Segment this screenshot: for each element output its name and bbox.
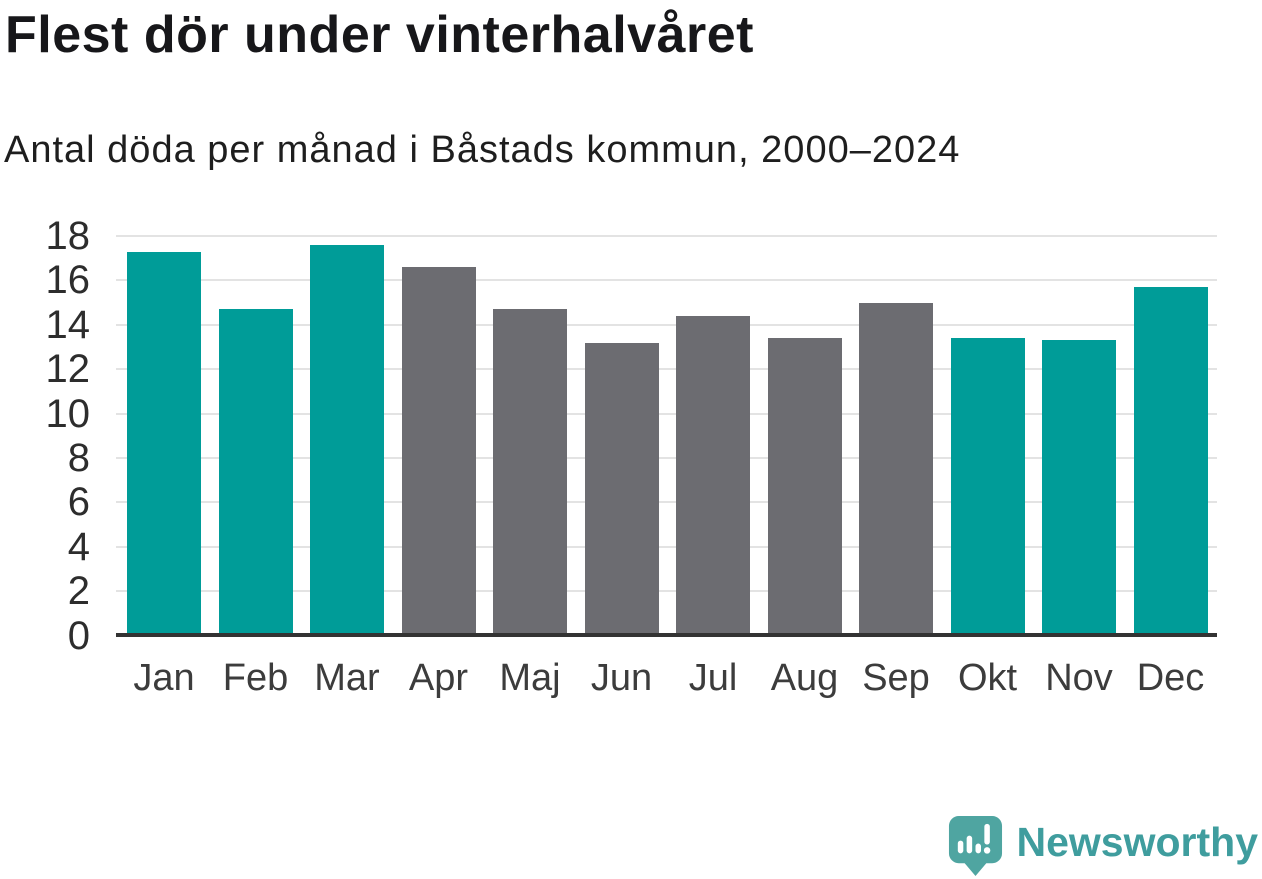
x-tick-label-dec: Dec xyxy=(1136,657,1205,699)
logo-exclamation-bar xyxy=(983,823,990,845)
x-tick-label-feb: Feb xyxy=(222,657,289,699)
bar-jan xyxy=(127,251,201,636)
y-tick-label-12: 12 xyxy=(45,347,91,392)
bar-feb xyxy=(218,309,293,636)
x-tick-label-okt: Okt xyxy=(957,657,1018,699)
gridline-8 xyxy=(116,456,1217,459)
x-tick-label-aug: Aug xyxy=(770,657,839,699)
gridline-12 xyxy=(116,368,1217,371)
bar-jun xyxy=(584,342,659,636)
logo-chart-bar-3 xyxy=(975,843,981,854)
y-tick-label-2: 2 xyxy=(67,569,90,614)
bar-maj xyxy=(493,309,567,636)
gridline-6 xyxy=(116,501,1217,504)
newsworthy-logo-text: Newsworthy xyxy=(1016,819,1259,865)
bar-okt xyxy=(950,338,1025,636)
logo-exclamation-dot xyxy=(983,847,990,854)
chart-subtitle: Antal döda per månad i Båstads kommun, 2… xyxy=(4,129,961,171)
x-tick-label-jul: Jul xyxy=(688,657,738,699)
chart-title: Flest dör under vinterhalvåret xyxy=(5,6,754,64)
bar-jul xyxy=(676,315,750,636)
bar-aug xyxy=(767,338,842,636)
y-tick-label-10: 10 xyxy=(45,391,91,436)
logo-chart-bar-2 xyxy=(966,835,972,854)
gridline-14 xyxy=(116,323,1217,326)
x-tick-label-apr: Apr xyxy=(408,657,469,699)
y-tick-label-16: 16 xyxy=(45,258,91,303)
y-tick-label-6: 6 xyxy=(67,480,90,525)
gridline-10 xyxy=(116,412,1217,415)
logo-chart-bar-1 xyxy=(957,840,963,854)
x-tick-label-jun: Jun xyxy=(590,657,653,699)
newsworthy-logo-icon xyxy=(948,816,1002,876)
x-tick-label-jan: Jan xyxy=(133,657,195,699)
gridline-18 xyxy=(116,235,1217,238)
gridline-2 xyxy=(116,590,1217,593)
bar-apr xyxy=(401,267,476,636)
bar-nov xyxy=(1042,340,1116,636)
bar-sep xyxy=(859,302,933,636)
x-tick-label-sep: Sep xyxy=(862,657,930,699)
bar-mar xyxy=(310,244,384,636)
newsworthy-logo: Newsworthy xyxy=(947,814,1259,877)
y-tick-label-14: 14 xyxy=(45,302,91,347)
y-tick-label-4: 4 xyxy=(67,524,90,569)
bar-dec xyxy=(1133,287,1208,636)
x-axis-line xyxy=(116,633,1217,637)
newsworthy-logo-bubble xyxy=(948,816,1002,876)
gridline-4 xyxy=(116,545,1217,548)
gridline-16 xyxy=(116,279,1217,282)
y-tick-label-18: 18 xyxy=(45,214,91,259)
y-tick-label-0: 0 xyxy=(67,613,90,658)
x-tick-label-maj: Maj xyxy=(499,657,561,699)
x-tick-label-nov: Nov xyxy=(1045,657,1113,699)
y-tick-label-8: 8 xyxy=(67,435,90,480)
x-tick-label-mar: Mar xyxy=(314,657,380,699)
